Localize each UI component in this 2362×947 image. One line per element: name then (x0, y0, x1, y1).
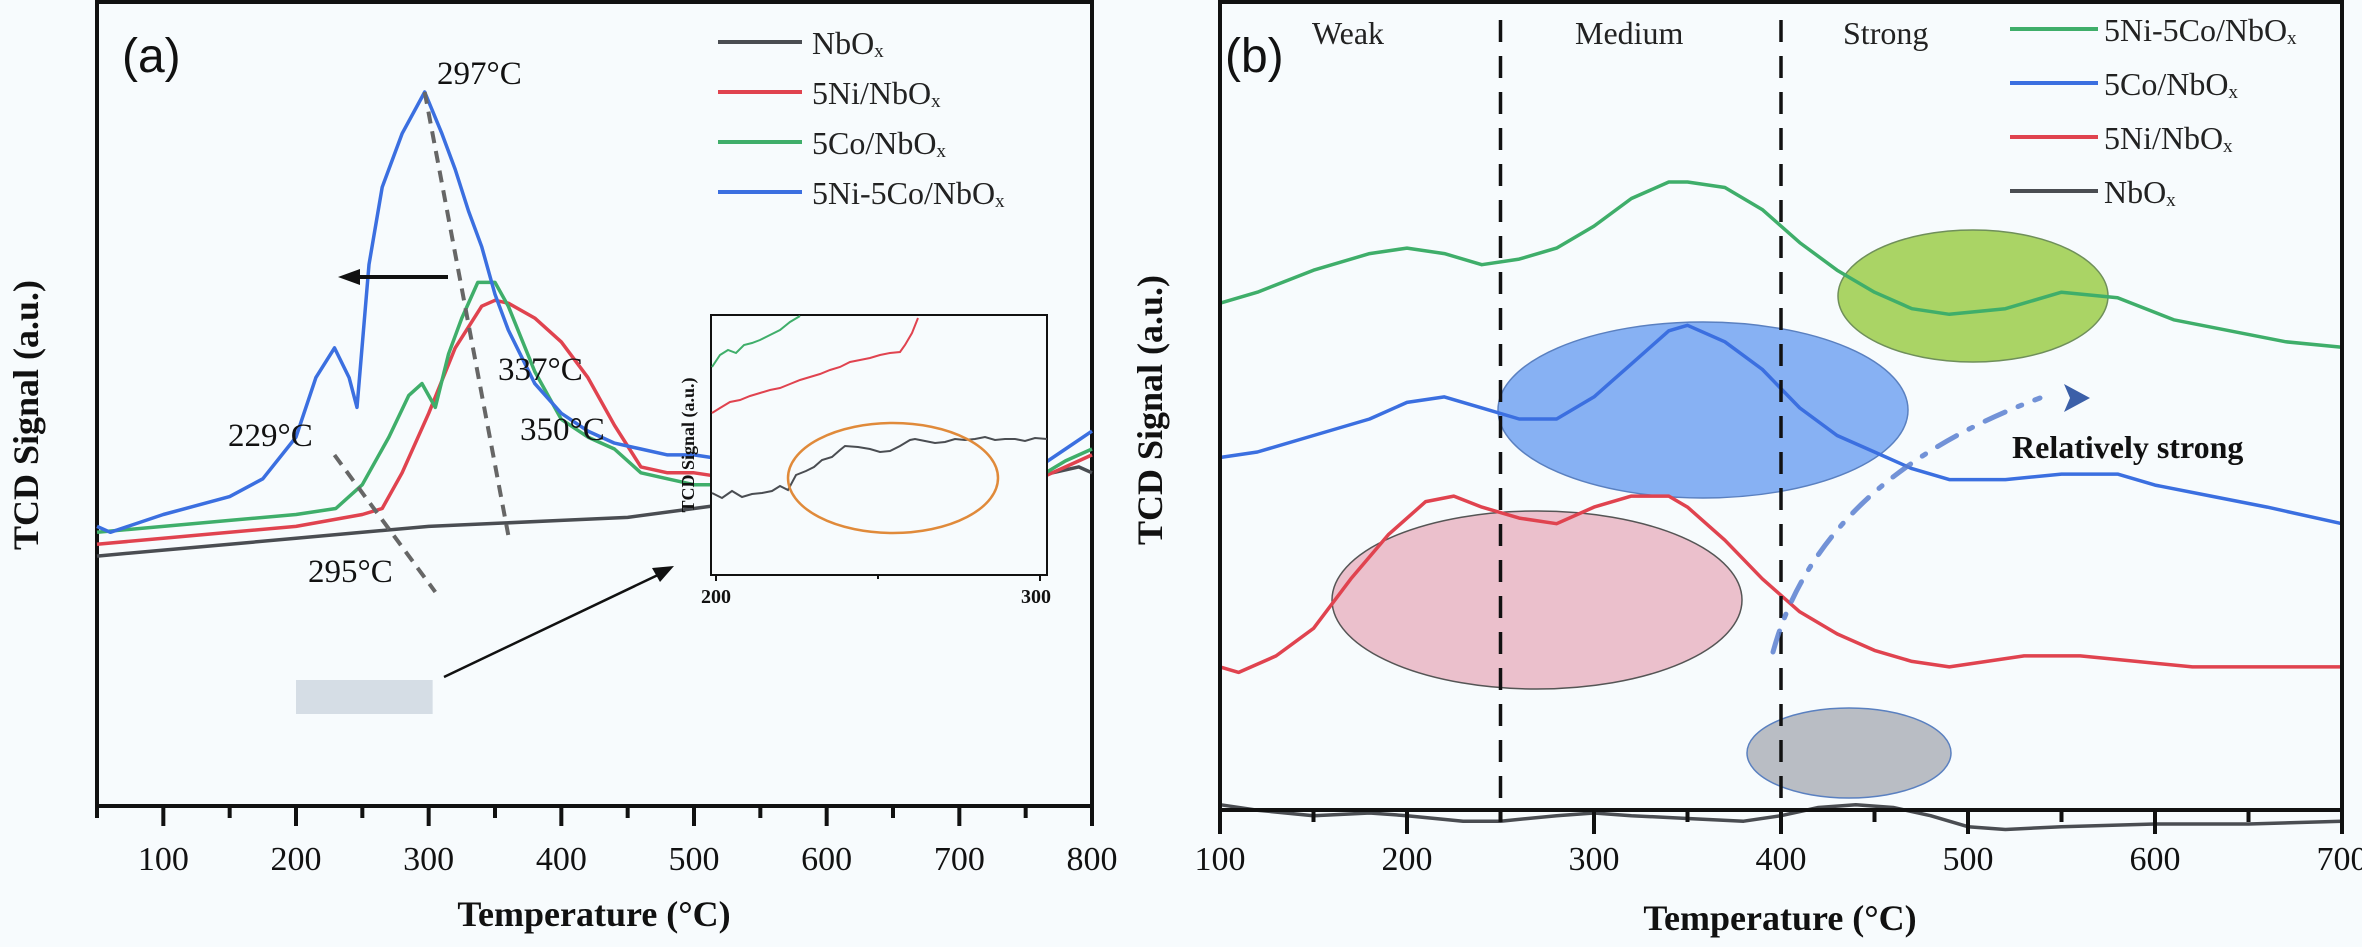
annotation-337C: 337°C (498, 352, 583, 388)
x-tick-label-100: 100 (138, 841, 189, 878)
strong-site-ellipse-green (1837, 229, 2109, 363)
panel-a-legend: NbOₓ 5Ni/NbOₓ 5Co/NbOₓ 5Ni-5Co/NbOₓ (718, 25, 1005, 211)
arrow-head-icon (338, 269, 360, 285)
series-line-nbox (1219, 802, 2343, 832)
panel-b: (b) Weak Medium Strong 5Ni-5Co/NbOₓ 5Co/N… (1130, 0, 2362, 938)
inset-tick-300: 300 (1021, 586, 1051, 608)
zoom-region-highlight (296, 680, 433, 714)
x-tick-label-400: 400 (1756, 841, 1807, 878)
inset-line-NbOx (711, 435, 1048, 500)
legend-label-5co-nbox: 5Co/NbOₓ (812, 125, 946, 161)
peak-shift-guides (332, 91, 511, 594)
region-label-medium: Medium (1575, 15, 1684, 51)
guide-line-low-peak (332, 453, 437, 594)
guide-line-main-peak (422, 91, 511, 536)
panel-b-x-axis-title: Temperature (°C) (1643, 898, 1916, 938)
x-tick-label-500: 500 (1943, 841, 1994, 878)
inset-y-axis-title: TCD Signal (a.u.) (678, 377, 699, 512)
series-line-5ni-nbox (1219, 494, 2342, 675)
region-label-strong: Strong (1843, 15, 1928, 51)
strong-site-ellipse-gray (1746, 707, 1952, 799)
panel-a-frame (95, 0, 1094, 808)
panel-a: (a) 100 200 300 400 500 600 700 800 297°C 337°C… (6, 0, 1118, 934)
panel-b-x-ticks: 100 200 300 400 500 600 700 (1195, 810, 2362, 878)
x-tick-label-600: 600 (2130, 841, 2181, 878)
legend-label-5ni-5co-nbox: 5Ni-5Co/NbOₓ (2104, 12, 2297, 48)
x-tick-label-300: 300 (403, 841, 454, 878)
x-tick-label-200: 200 (271, 841, 322, 878)
relatively-strong-arrow (1770, 384, 2090, 655)
legend-label-5ni-nbox: 5Ni/NbOₓ (2104, 120, 2233, 156)
x-tick-label-700: 700 (934, 841, 985, 878)
panel-b-highlight-ellipses (1331, 229, 2109, 799)
x-tick-label-500: 500 (669, 841, 720, 878)
inset-line-5Ni (711, 317, 919, 414)
annotation-relatively-strong: Relatively strong (2012, 429, 2243, 465)
panel-a-label: (a) (122, 30, 181, 83)
inset-pointer-arrow (443, 566, 674, 679)
annotation-229C: 229°C (228, 418, 313, 454)
x-tick-label-700: 700 (2317, 841, 2362, 878)
region-label-weak: Weak (1312, 15, 1384, 51)
panel-b-legend: 5Ni-5Co/NbOₓ 5Co/NbOₓ 5Ni/NbOₓ NbOₓ (2010, 12, 2297, 210)
panel-b-y-axis-title: TCD Signal (a.u.) (1130, 275, 1170, 545)
legend-label-nbox: NbOₓ (2104, 174, 2176, 210)
panel-a-x-axis-title: Temperature (°C) (457, 894, 730, 934)
annotation-295C: 295°C (308, 554, 393, 590)
weak-medium-site-ellipse-pink (1331, 510, 1743, 690)
x-tick-label-400: 400 (536, 841, 587, 878)
panel-a-y-axis-title: TCD Signal (a.u.) (6, 280, 46, 550)
x-tick-label-600: 600 (801, 841, 852, 878)
panel-b-label: (b) (1225, 30, 1284, 83)
x-tick-label-100: 100 (1195, 841, 1246, 878)
panel-b-series (1219, 180, 2343, 832)
medium-site-ellipse-blue (1497, 321, 1909, 499)
inset-plot: TCD Signal (a.u.) 200 300 (678, 314, 1051, 608)
legend-label-nbox: NbOₓ (812, 25, 884, 61)
annotation-297C: 297°C (437, 56, 522, 92)
series-line-5ni-5co-nbox (1219, 180, 2343, 350)
shift-arrow (338, 269, 448, 285)
arrow-head-icon (652, 566, 674, 582)
series-line-5co-nbox (1219, 323, 2343, 526)
arrow-head-icon (2064, 384, 2090, 412)
inset-highlight-ellipse (786, 421, 1000, 535)
x-tick-label-800: 800 (1067, 841, 1118, 878)
panel-a-x-ticks: 100 200 300 400 500 600 700 800 (95, 806, 1118, 878)
x-tick-label-200: 200 (1382, 841, 1433, 878)
inset-frame (710, 314, 1048, 576)
inset-tick-200: 200 (701, 586, 731, 608)
inset-line-5Co (711, 315, 801, 368)
annotation-350C: 350°C (520, 412, 605, 448)
x-tick-label-300: 300 (1569, 841, 1620, 878)
panel-b-region-dividers (1498, 20, 1783, 806)
legend-label-5co-nbox: 5Co/NbOₓ (2104, 66, 2238, 102)
legend-label-5ni-5co-nbox: 5Ni-5Co/NbOₓ (812, 175, 1005, 211)
legend-label-5ni-nbox: 5Ni/NbOₓ (812, 75, 941, 111)
